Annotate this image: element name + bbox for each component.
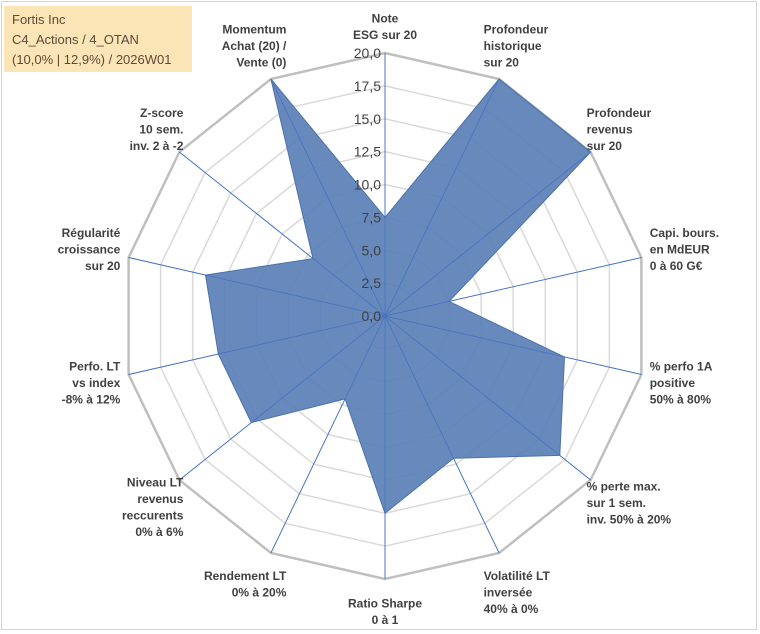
radial-axis-overlay (128, 257, 386, 317)
tick-label: 2,5 (362, 275, 382, 291)
radial-axis-overlay (384, 315, 642, 375)
portfolio-name: C4_Actions / 4_OTAN (12, 32, 139, 47)
data-area (128, 53, 642, 579)
radial-axis-overlay (179, 315, 386, 481)
series-area (204, 78, 592, 515)
category-label: Capi. bours. en MdEUR 0 à 60 G€ (650, 226, 719, 273)
tick-label: 7,5 (362, 209, 382, 225)
tick-labels: 0,0 2,5 5,0 7,5 10,0 12,5 15,0 17,5 20,0 (354, 45, 381, 324)
radial-axis-overlay (384, 315, 500, 554)
category-label: Profondeur revenus sur 20 (587, 106, 652, 153)
category-label: Momentum Achat (20) / Vente (0) (222, 22, 287, 69)
radial-axis-overlay (384, 78, 500, 317)
category-label: Niveau LT revenus reccurents 0% à 6% (122, 476, 184, 540)
category-label: % perfo 1A positive 50% à 80% (650, 359, 713, 406)
category-label: Rendement LT 0% à 20% (204, 569, 287, 600)
category-label: Note ESG sur 20 (353, 12, 417, 43)
tick-label: 0,0 (362, 308, 382, 324)
radial-axis-overlay (384, 151, 591, 317)
tick-label: 12,5 (354, 144, 381, 160)
category-label: Volatilité LT inversée 40% à 0% (484, 569, 551, 616)
info-box: Fortis Inc C4_Actions / 4_OTAN (10,0% | … (4, 6, 192, 72)
category-labels: Note ESG sur 20 Profondeur historique sur 20… (58, 12, 719, 628)
tick-label: 20,0 (354, 45, 381, 61)
category-label: Régularité croissance sur 20 (58, 226, 121, 273)
category-label: Perfo. LT vs index -8% à 12% (62, 359, 121, 406)
radial-axis-overlay (384, 257, 642, 317)
category-label: Profondeur historique sur 20 (484, 22, 549, 69)
radial-axis-overlay (128, 315, 386, 375)
radial-axis-overlay (384, 315, 591, 481)
category-label: % perte max. sur 1 sem. inv. 50% à 20% (587, 479, 672, 526)
performance-period: (10,0% | 12,9%) / 2026W01 (12, 52, 172, 67)
tick-label: 10,0 (354, 177, 381, 193)
tick-label: 15,0 (354, 111, 381, 127)
radial-axis-overlay (270, 78, 386, 317)
tick-label: 17,5 (354, 78, 381, 94)
radial-axis-overlay (179, 151, 386, 317)
radial-axis-overlay (270, 315, 386, 554)
category-label: Z-score 10 sem. inv. 2 à -2 (130, 106, 184, 153)
category-label: Ratio Sharpe 0 à 1 (348, 597, 422, 628)
company-name: Fortis Inc (12, 12, 66, 27)
tick-label: 5,0 (362, 242, 382, 258)
